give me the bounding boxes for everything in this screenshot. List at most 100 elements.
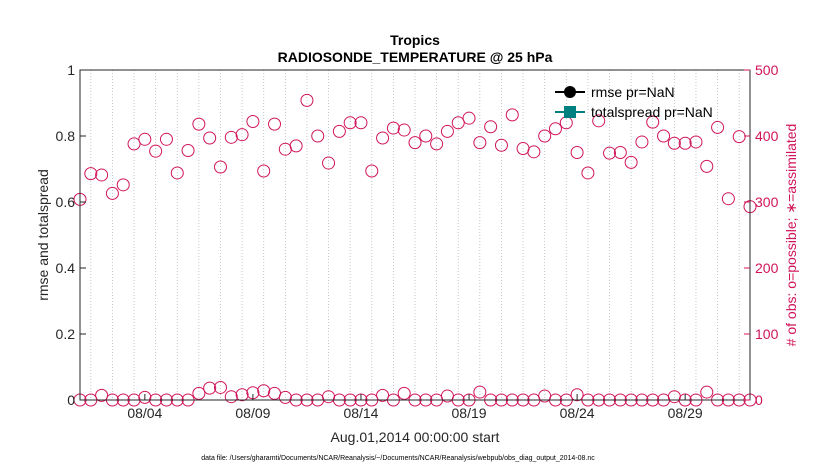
obs-point <box>235 388 249 402</box>
y-right-tick-label: 200 <box>755 260 779 276</box>
obs-point <box>408 136 422 150</box>
obs-point <box>354 116 368 130</box>
obs-point <box>570 146 584 159</box>
obs-point <box>84 167 98 181</box>
x-tick-label: 08/09 <box>235 405 270 421</box>
obs-point <box>440 124 454 138</box>
obs-point <box>203 381 217 395</box>
obs-point <box>462 111 476 125</box>
y-left-tick-label: 0.8 <box>56 128 76 144</box>
obs-point <box>300 93 314 107</box>
obs-point <box>430 137 444 151</box>
obs-point <box>678 136 692 150</box>
obs-point <box>473 136 487 150</box>
obs-point <box>397 386 411 400</box>
obs-point <box>95 168 109 182</box>
obs-point <box>397 123 411 137</box>
obs-point <box>613 146 627 159</box>
obs-point <box>657 129 671 143</box>
y-left-tick-label: 0.2 <box>56 326 76 342</box>
obs-point <box>365 164 379 178</box>
obs-point <box>138 132 152 146</box>
obs-point <box>105 186 119 200</box>
footnote: data file: /Users/gharamti/Documents/NCA… <box>201 455 595 462</box>
legend: rmse pr=NaN totalspread pr=NaN <box>555 84 713 120</box>
obs-point <box>548 122 562 136</box>
x-tick-label: 08/29 <box>668 405 703 421</box>
obs-point <box>322 156 336 170</box>
y-right-tick-label: 0 <box>755 392 763 408</box>
obs-point <box>581 166 595 180</box>
y-right-tick-label: 500 <box>755 62 779 78</box>
obs-point <box>170 166 184 180</box>
x-tick-label: 08/14 <box>343 405 378 421</box>
obs-point <box>505 108 519 122</box>
y-left-tick-label: 0.4 <box>56 260 76 276</box>
obs-point <box>419 129 433 143</box>
obs-point <box>235 128 249 142</box>
obs-point <box>246 114 260 128</box>
obs-point <box>257 384 271 398</box>
y-right-tick-label: 400 <box>755 128 779 144</box>
obs-point <box>138 390 152 404</box>
y-right-tick-label: 100 <box>755 326 779 342</box>
obs-point <box>721 192 735 206</box>
obs-point <box>624 155 638 169</box>
legend-totalspread-label: totalspread pr=NaN <box>591 104 713 120</box>
obs-point <box>570 388 584 402</box>
obs-point <box>213 380 227 394</box>
obs-point <box>386 121 400 135</box>
obs-point <box>473 385 487 399</box>
obs-point <box>667 136 681 150</box>
obs-point <box>95 388 109 402</box>
obs-point <box>149 144 163 158</box>
obs-point <box>192 386 206 400</box>
obs-point <box>203 131 217 145</box>
x-axis-label: Aug.01,2014 00:00:00 start <box>331 429 500 445</box>
obs-point <box>527 145 541 159</box>
legend-totalspread-marker <box>564 106 576 118</box>
obs-point <box>494 138 508 152</box>
chart-title: Tropics <box>390 32 440 48</box>
obs-point <box>289 139 303 153</box>
obs-point <box>257 164 271 178</box>
obs-point <box>213 160 227 174</box>
obs-point <box>192 117 206 131</box>
obs-point <box>732 130 746 144</box>
obs-point <box>646 115 660 129</box>
obs-point <box>376 388 390 402</box>
obs-point <box>538 129 552 143</box>
chart-subtitle: RADIOSONDE_TEMPERATURE @ 25 hPa <box>278 49 553 65</box>
obs-point <box>332 124 346 138</box>
y-left-tick-label: 1 <box>67 62 75 78</box>
obs-point <box>343 116 357 130</box>
x-tick-label: 08/04 <box>127 405 162 421</box>
x-tick-label: 08/24 <box>560 405 595 421</box>
obs-point <box>603 146 617 160</box>
obs-point <box>311 129 325 143</box>
legend-rmse-label: rmse pr=NaN <box>591 84 675 100</box>
obs-point <box>224 130 238 144</box>
obs-point <box>278 390 292 404</box>
obs-point <box>116 178 130 192</box>
obs-point <box>224 390 238 404</box>
obs-point <box>451 116 465 130</box>
legend-rmse-marker <box>564 86 576 98</box>
obs-point <box>484 120 498 134</box>
obs-point <box>711 120 725 134</box>
axes-box <box>79 69 751 401</box>
obs-point <box>700 385 714 399</box>
obs-point <box>376 131 390 145</box>
y-left-tick-label: 0 <box>67 392 75 408</box>
obs-point <box>592 114 606 128</box>
ticks: 0 0.2 0.4 0.6 0.8 1 0 100 200 300 400 500 08/04 08/09… <box>56 62 779 421</box>
obs-point <box>159 132 173 146</box>
obs-point <box>700 159 714 173</box>
y-right-tick-label: 300 <box>755 194 779 210</box>
obs-point <box>635 135 649 149</box>
grid <box>90 70 740 400</box>
obs-point <box>268 117 282 131</box>
y-left-tick-label: 0.6 <box>56 194 76 210</box>
obs-point <box>127 137 141 151</box>
